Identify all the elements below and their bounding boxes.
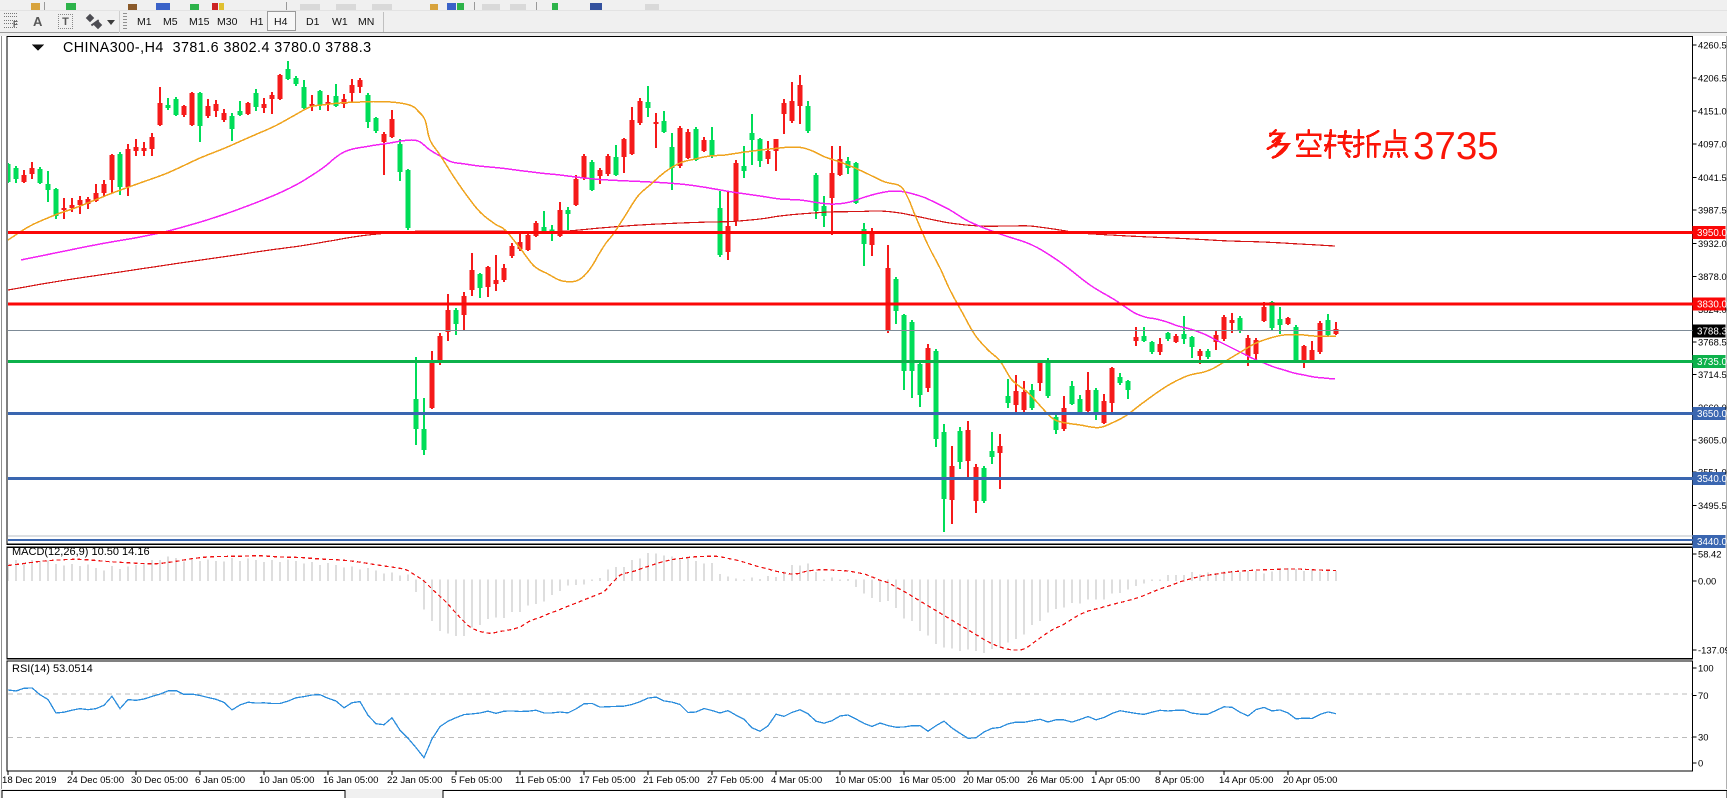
svg-text:3551.0: 3551.0 [1698,466,1727,477]
svg-text:20 Mar 05:00: 20 Mar 05:00 [963,775,1020,786]
svg-text:1 Apr 05:00: 1 Apr 05:00 [1091,775,1140,786]
svg-text:MACD(12,26,9) 10.50 14.16: MACD(12,26,9) 10.50 14.16 [12,546,150,558]
svg-text:3495.5: 3495.5 [1698,500,1727,511]
svg-text:3714.5: 3714.5 [1698,369,1727,380]
svg-text:RSI(14) 53.0514: RSI(14) 53.0514 [12,663,93,675]
svg-text:4097.0: 4097.0 [1698,138,1727,149]
svg-text:3540.0: 3540.0 [1697,474,1727,485]
svg-text:27 Feb 05:00: 27 Feb 05:00 [707,775,764,786]
svg-text:14 Apr 05:00: 14 Apr 05:00 [1219,775,1273,786]
svg-text:10 Mar 05:00: 10 Mar 05:00 [835,775,892,786]
svg-text:4 Mar 05:00: 4 Mar 05:00 [771,775,822,786]
svg-text:3650.0: 3650.0 [1697,409,1727,420]
svg-text:6 Jan 05:00: 6 Jan 05:00 [195,775,245,786]
svg-text:3735.0: 3735.0 [1697,357,1727,368]
svg-text:0: 0 [1698,757,1703,768]
svg-text:21 Feb 05:00: 21 Feb 05:00 [643,775,700,786]
svg-text:22 Jan 05:00: 22 Jan 05:00 [387,775,442,786]
svg-text:3932.0: 3932.0 [1698,238,1727,249]
svg-text:3605.0: 3605.0 [1698,434,1727,445]
svg-text:CHINA300-,H4 3781.6 3802.4 37: CHINA300-,H4 3781.6 3802.4 3780.0 3788.3 [63,40,372,56]
svg-text:58.42: 58.42 [1698,548,1721,559]
svg-text:26 Mar 05:00: 26 Mar 05:00 [1027,775,1084,786]
svg-text:24 Dec 05:00: 24 Dec 05:00 [67,775,124,786]
svg-text:3788.3: 3788.3 [1697,327,1727,338]
svg-text:20 Apr 05:00: 20 Apr 05:00 [1283,775,1337,786]
svg-text:70: 70 [1698,690,1708,701]
svg-text:16 Mar 05:00: 16 Mar 05:00 [899,775,956,786]
svg-text:18 Dec 2019: 18 Dec 2019 [2,775,56,786]
svg-text:16 Jan 05:00: 16 Jan 05:00 [323,775,378,786]
svg-text:3830.0: 3830.0 [1697,300,1727,311]
svg-text:100: 100 [1698,662,1714,673]
svg-text:3768.5: 3768.5 [1698,336,1727,347]
svg-text:3950.0: 3950.0 [1697,228,1727,239]
svg-text:3878.0: 3878.0 [1698,271,1727,282]
svg-text:8 Apr 05:00: 8 Apr 05:00 [1155,775,1204,786]
svg-text:11 Feb 05:00: 11 Feb 05:00 [515,775,571,786]
svg-text:4151.0: 4151.0 [1698,105,1727,116]
svg-text:-137.09: -137.09 [1698,644,1727,655]
svg-text:3735: 3735 [1413,125,1499,168]
svg-text:30 Dec 05:00: 30 Dec 05:00 [131,775,188,786]
svg-text:30: 30 [1698,731,1708,742]
svg-text:10 Jan 05:00: 10 Jan 05:00 [259,775,314,786]
svg-text:4206.5: 4206.5 [1698,72,1727,83]
svg-text:3440.0: 3440.0 [1697,537,1727,548]
svg-text:4041.5: 4041.5 [1698,172,1727,183]
svg-text:4260.5: 4260.5 [1698,39,1727,50]
svg-text:3987.5: 3987.5 [1698,204,1727,215]
svg-text:5 Feb 05:00: 5 Feb 05:00 [451,775,502,786]
svg-text:0.00: 0.00 [1698,575,1716,586]
svg-text:17 Feb 05:00: 17 Feb 05:00 [579,775,636,786]
